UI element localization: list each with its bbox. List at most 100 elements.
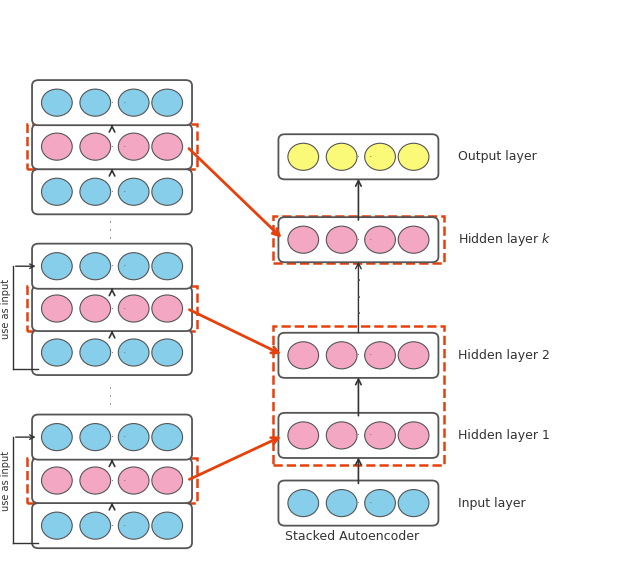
Text: ·
·
·: · · · [356,274,360,321]
Circle shape [326,490,357,517]
Text: · · ·: · · · [111,261,126,271]
Text: · · ·: · · · [106,219,118,239]
Circle shape [288,422,319,449]
Circle shape [365,226,396,253]
Circle shape [118,467,149,494]
Text: · · ·: · · · [357,350,372,360]
Circle shape [365,342,396,369]
Circle shape [80,89,111,116]
Circle shape [152,178,182,205]
Circle shape [118,253,149,280]
Text: · · ·: · · · [111,142,126,152]
Text: · · ·: · · · [357,152,372,162]
Circle shape [398,226,429,253]
Circle shape [398,342,429,369]
Circle shape [42,467,72,494]
Text: Hidden layer 2: Hidden layer 2 [458,349,550,362]
Circle shape [152,89,182,116]
Text: Output layer: Output layer [458,150,536,164]
Circle shape [152,512,182,539]
Circle shape [80,295,111,322]
Circle shape [118,178,149,205]
Circle shape [365,143,396,170]
Circle shape [152,295,182,322]
Circle shape [42,295,72,322]
FancyBboxPatch shape [278,134,438,179]
Text: Hidden layer 1: Hidden layer 1 [458,429,550,442]
Bar [273,216,444,263]
Text: use as input: use as input [1,451,12,512]
Circle shape [118,424,149,451]
Circle shape [80,253,111,280]
Circle shape [152,467,182,494]
Circle shape [326,226,357,253]
Circle shape [288,490,319,517]
Circle shape [326,143,357,170]
Text: · · ·: · · · [357,498,372,508]
Circle shape [42,512,72,539]
Text: · · ·: · · · [111,521,126,531]
Circle shape [42,339,72,366]
Text: · · ·: · · · [106,385,118,405]
Circle shape [118,512,149,539]
Circle shape [80,512,111,539]
Bar [273,326,444,465]
Circle shape [365,422,396,449]
Circle shape [80,178,111,205]
Circle shape [42,178,72,205]
FancyBboxPatch shape [32,330,192,375]
Text: Hidden layer $k$: Hidden layer $k$ [458,231,551,248]
Circle shape [118,133,149,160]
Circle shape [152,133,182,160]
FancyBboxPatch shape [32,458,192,503]
Circle shape [42,89,72,116]
Circle shape [80,133,111,160]
Text: · · ·: · · · [357,430,372,440]
FancyBboxPatch shape [32,169,192,214]
Text: use as input: use as input [1,279,12,340]
Circle shape [42,253,72,280]
FancyBboxPatch shape [32,503,192,548]
Circle shape [326,342,357,369]
Bar [27,286,197,331]
FancyBboxPatch shape [32,124,192,169]
Circle shape [152,339,182,366]
Circle shape [80,339,111,366]
Circle shape [398,490,429,517]
Circle shape [326,422,357,449]
Text: · · ·: · · · [111,432,126,442]
Text: · · ·: · · · [357,235,372,245]
Text: Input layer: Input layer [458,496,525,510]
FancyBboxPatch shape [278,333,438,378]
Circle shape [365,490,396,517]
Circle shape [288,226,319,253]
Circle shape [42,133,72,160]
Text: · · ·: · · · [111,347,126,358]
Circle shape [118,89,149,116]
Circle shape [118,295,149,322]
Circle shape [398,422,429,449]
Circle shape [118,339,149,366]
Circle shape [42,424,72,451]
Text: · · ·: · · · [111,187,126,197]
Circle shape [152,253,182,280]
FancyBboxPatch shape [32,415,192,460]
Bar [27,124,197,169]
FancyBboxPatch shape [278,217,438,262]
FancyBboxPatch shape [32,286,192,331]
FancyBboxPatch shape [32,244,192,289]
Text: Stacked Autoencoder: Stacked Autoencoder [285,530,419,544]
Circle shape [152,424,182,451]
Text: · · ·: · · · [111,475,126,486]
FancyBboxPatch shape [32,80,192,125]
Circle shape [288,342,319,369]
FancyBboxPatch shape [278,413,438,458]
Circle shape [288,143,319,170]
FancyBboxPatch shape [278,481,438,526]
Text: · · ·: · · · [111,303,126,314]
Bar [27,458,197,503]
Circle shape [80,424,111,451]
Circle shape [80,467,111,494]
Circle shape [398,143,429,170]
Text: · · ·: · · · [111,98,126,108]
